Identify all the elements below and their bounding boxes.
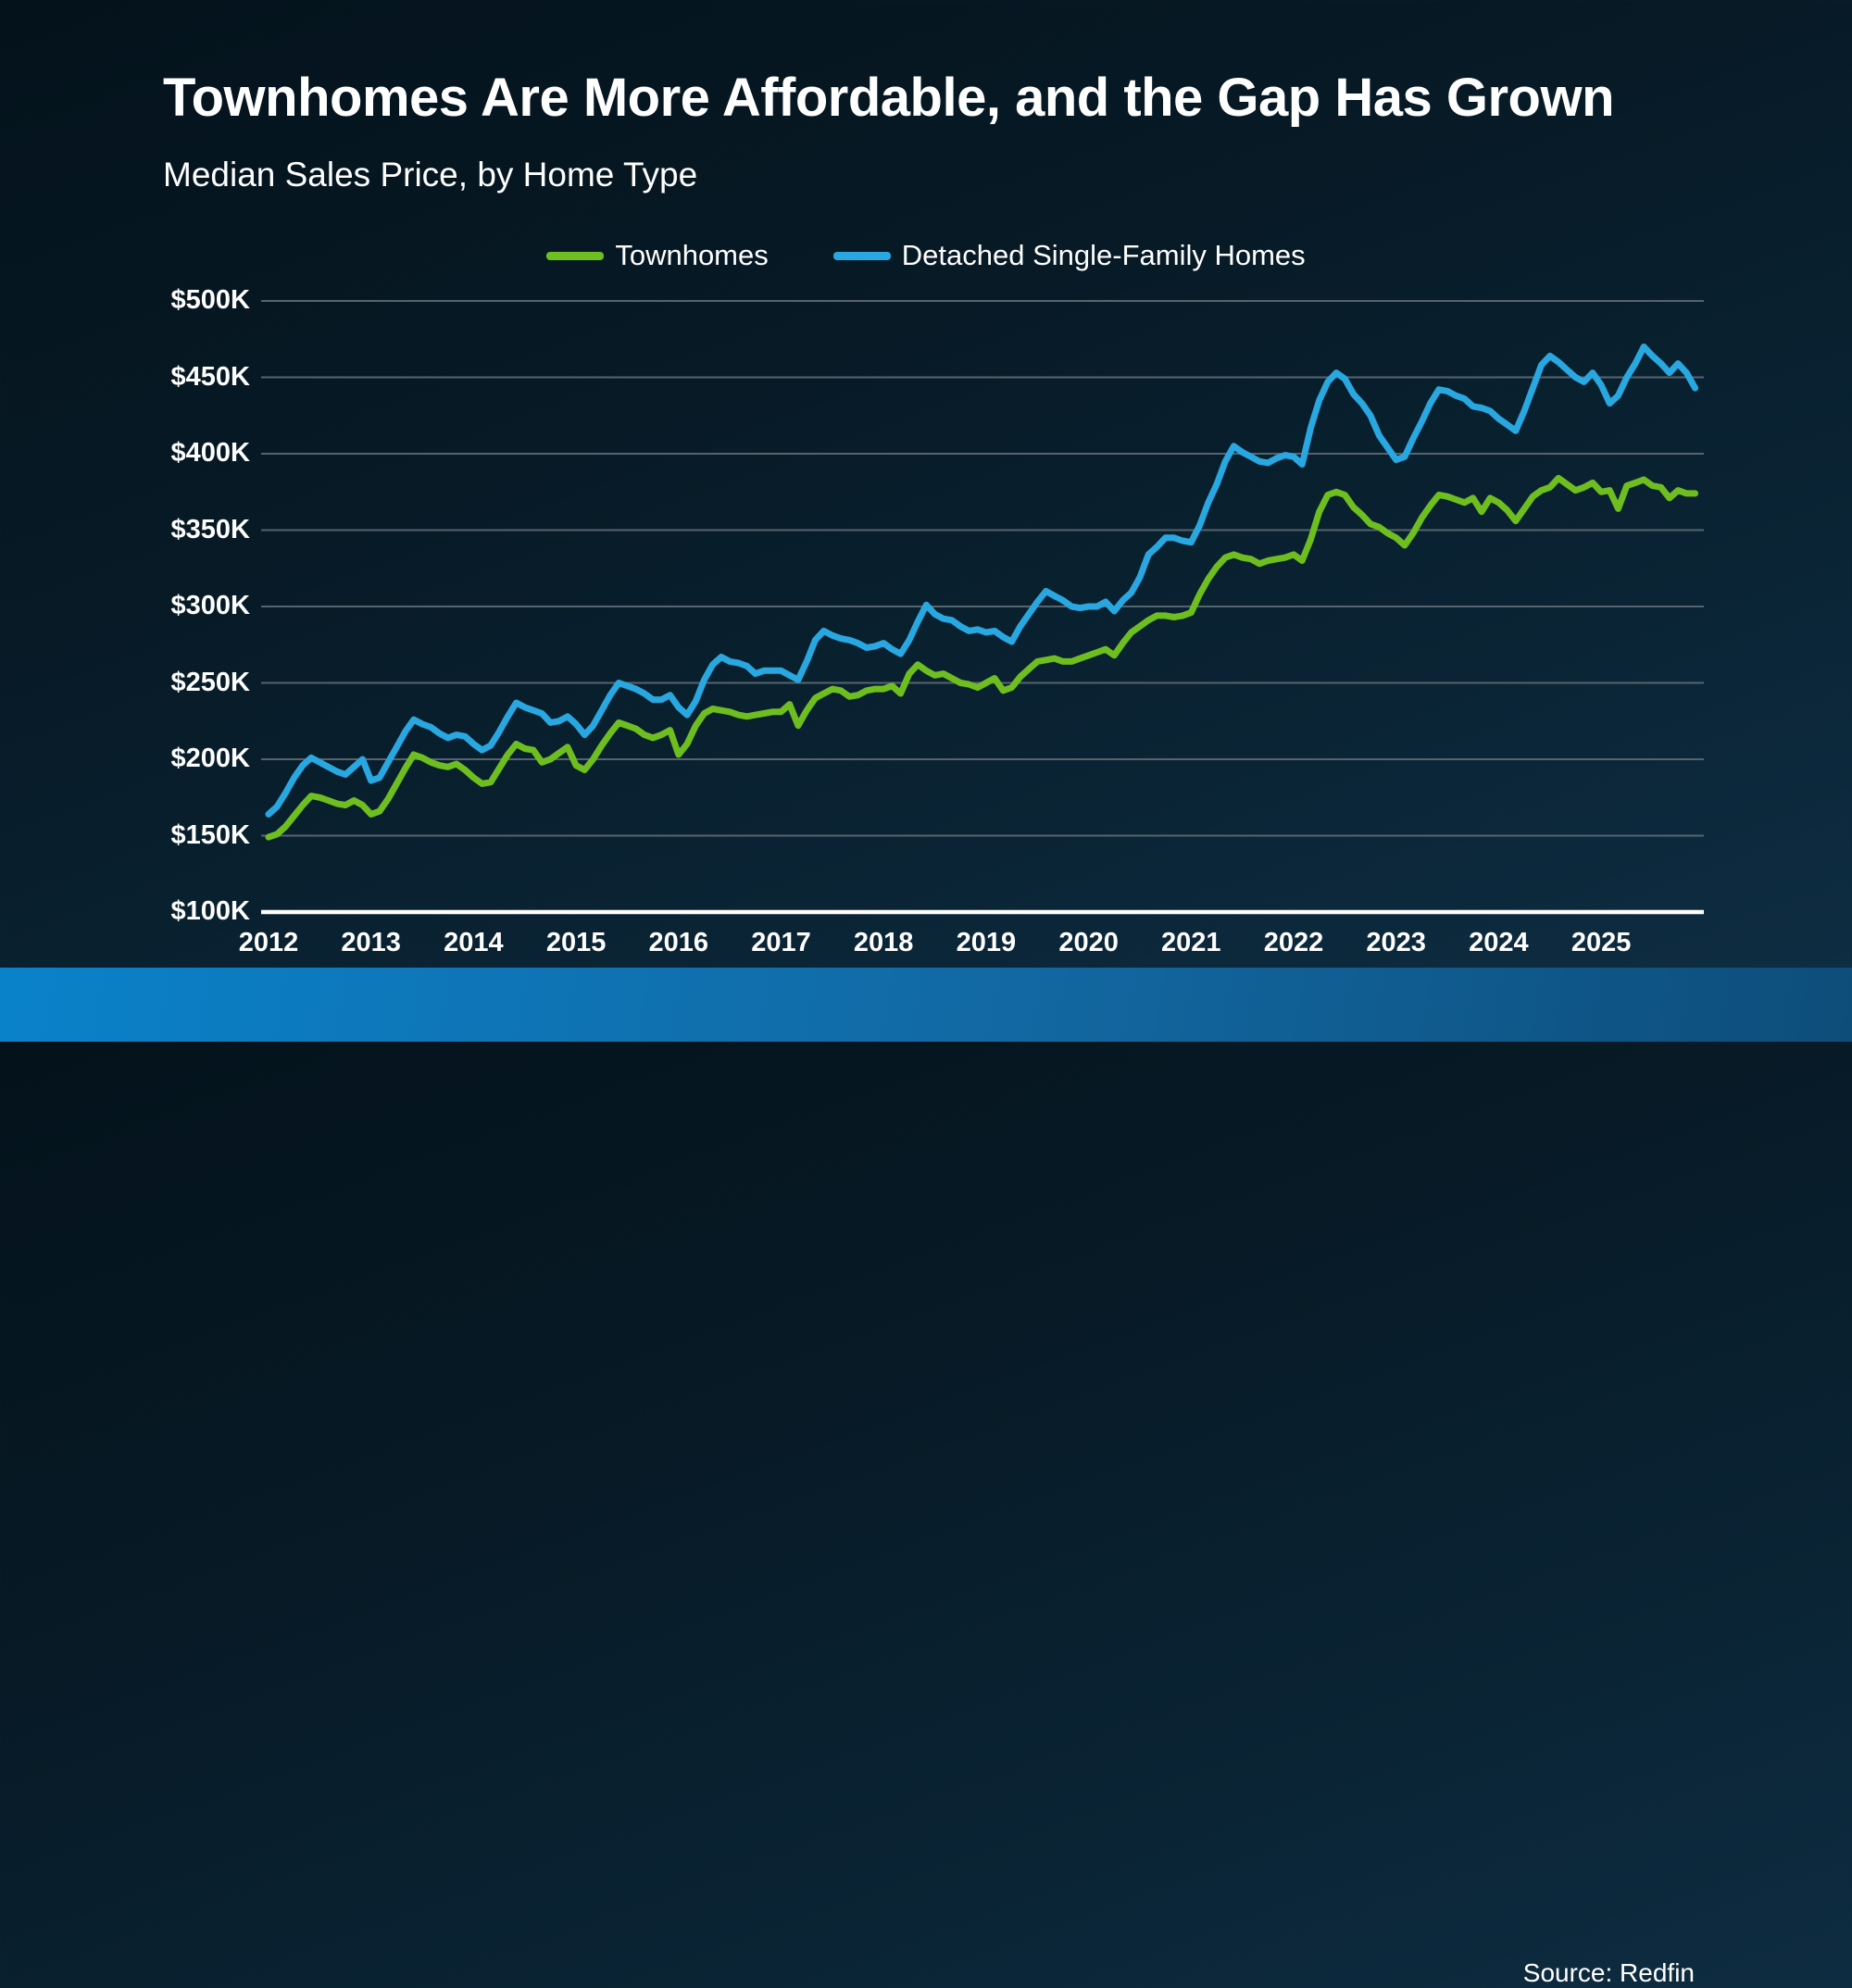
y-tick-label-$100K: $100K [170,896,250,926]
chart-subtitle: Median Sales Price, by Home Type [163,156,698,194]
detached-line-swatch-icon [832,251,891,260]
x-tick-label-2025: 2025 [1570,928,1632,957]
legend-item-townhomes: Townhomes [546,239,769,272]
footer-bar: Source: Redfin [0,968,1852,1987]
x-tick-label-2015: 2015 [545,928,607,957]
y-tick-label-$300K: $300K [170,591,250,620]
y-tick-label-$150K: $150K [170,819,250,850]
x-tick-label-2014: 2014 [444,928,504,957]
x-tick-label-2022: 2022 [1263,928,1324,957]
townhomes-line [265,474,1699,841]
legend-label-detached: Detached Single-Family Homes [901,239,1306,271]
x-tick-label-2021: 2021 [1161,928,1221,957]
x-tick-label-2018: 2018 [853,928,914,957]
chart-legend: Townhomes Detached Single-Family Homes [0,239,1852,272]
x-tick-label-2019: 2019 [956,928,1017,957]
y-tick-label-$350K: $350K [170,514,250,544]
y-tick-label-$400K: $400K [170,438,250,468]
y-tick-label-$500K: $500K [170,285,250,315]
y-tick-label-$250K: $250K [170,667,250,697]
source-credit: Source: Redfin [1522,1958,1695,1987]
x-tick-label-2013: 2013 [341,928,401,957]
detached-single-family-homes-line [265,344,1699,818]
page-title: Townhomes Are More Affordable, and the G… [163,68,1615,128]
x-tick-label-2020: 2020 [1058,928,1119,957]
x-tick-label-2024: 2024 [1469,928,1529,957]
gridlines [261,300,1704,915]
legend-label-townhomes: Townhomes [615,239,769,271]
y-tick-label-$200K: $200K [170,744,250,773]
x-tick-label-2017: 2017 [751,928,811,957]
y-tick-label-$450K: $450K [170,361,250,392]
townhomes-line-swatch-icon [546,251,605,260]
x-tick-label-2023: 2023 [1366,928,1426,957]
x-tick-label-2016: 2016 [648,928,709,957]
line-chart-plot [261,300,1704,915]
legend-item-detached: Detached Single-Family Homes [832,239,1306,272]
x-tick-label-2012: 2012 [238,928,299,957]
data-lines [265,344,1699,841]
